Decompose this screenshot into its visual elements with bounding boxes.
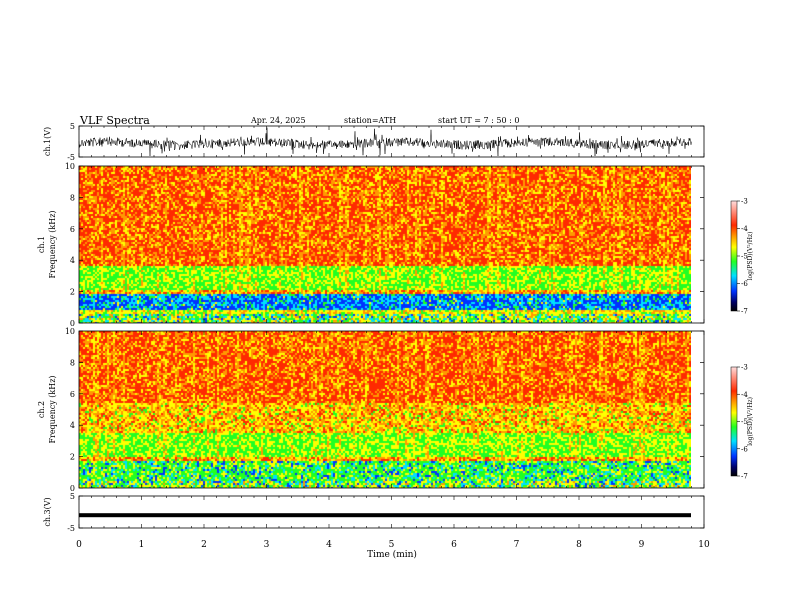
ch1-spectrogram-image <box>79 166 691 323</box>
x-tick-label: 7 <box>514 540 520 550</box>
ch2-spectrogram-ytick-label: 6 <box>70 390 75 399</box>
ch2-colorbar-tick-label: -4 <box>741 391 748 399</box>
ch2-spectrogram-ytick-label: 0 <box>70 484 75 493</box>
x-tick-label: 3 <box>264 540 270 550</box>
ch2-spectrogram-ytick-label: 4 <box>70 421 75 430</box>
ch1-spectrogram-ytick-label: 6 <box>70 225 75 234</box>
ch1-spectrogram-ytick-label: 2 <box>70 288 75 297</box>
ch1-spectrogram-panel: 0 2 4 6 8 10 ch.1 Frequency (kHz) <box>37 162 705 328</box>
ch2-spectrogram-empty-margin <box>691 331 704 488</box>
ch2-spectrogram-ylabel-channel: ch.2 <box>37 401 46 418</box>
ch1-colorbar-tick-label: -6 <box>741 280 748 288</box>
ch2-spectrogram-panel: 0 2 4 6 8 10 ch.2 Frequency (kHz) <box>37 327 705 493</box>
x-tick-label: 4 <box>326 540 332 550</box>
ch2-colorbar-tick-label: -5 <box>741 418 748 426</box>
ch1-colorbar-label: log(PSD)(V²/Hz) <box>747 232 754 281</box>
ch2-spectrogram-ytick-label: 8 <box>70 358 75 367</box>
ch2-spectrogram-ylabel-frequency: Frequency (kHz) <box>48 375 57 443</box>
x-tick-label: 10 <box>698 540 710 550</box>
ch1-colorbar-tick-label: -5 <box>741 253 748 261</box>
ch2-spectrogram-ytick-label: 2 <box>70 453 75 462</box>
ch1-colorbar: -3 -4 -5 -6 -7 log(PSD)(V²/Hz) <box>730 198 754 316</box>
date-label: Apr. 24, 2025 <box>250 116 306 125</box>
ch1-waveform-panel: 5 -5 ch.1(V) <box>43 122 705 162</box>
ch3-waveform-ytick-label: -5 <box>67 524 75 533</box>
ch1-spectrogram-ytick-label: 8 <box>70 193 75 202</box>
ch1-spectrogram-ytick-label: 4 <box>70 256 75 265</box>
x-tick-label: 0 <box>76 540 82 550</box>
ch1-colorbar-bar <box>730 200 738 312</box>
x-tick-label: 8 <box>576 540 582 550</box>
ch2-colorbar-tick-label: -7 <box>741 473 748 481</box>
ch1-colorbar-tick-label: -3 <box>741 198 748 206</box>
ch3-waveform-frame <box>78 495 705 529</box>
ch1-waveform-ytick-label: -5 <box>67 153 75 162</box>
ch3-waveform-ytick-label: 5 <box>70 492 75 501</box>
ch1-waveform-ytick-label: 5 <box>70 122 75 131</box>
ch2-colorbar: -3 -4 -5 -6 -7 log(PSD)(V²/Hz) <box>730 364 754 481</box>
ch1-waveform-ylabel: ch.1(V) <box>43 127 52 156</box>
ch1-spectrogram-ytick-label: 10 <box>65 162 75 171</box>
station-label: station=ATH <box>344 116 396 125</box>
ch2-colorbar-tick-label: -3 <box>741 364 748 372</box>
figure-title: VLF Spectra <box>79 114 150 127</box>
ch3-waveform-ylabel: ch.3(V) <box>43 497 52 526</box>
ch1-colorbar-tick-label: -7 <box>741 308 748 316</box>
ch1-spectrogram-ylabel-channel: ch.1 <box>37 236 46 253</box>
time-axis: 0 1 2 3 4 5 6 7 8 9 10 <box>76 540 710 550</box>
x-tick-label: 5 <box>389 540 395 550</box>
start-time-label: start UT = 7 : 50 : 0 <box>438 116 519 125</box>
x-tick-label: 9 <box>639 540 645 550</box>
x-tick-label: 6 <box>451 540 457 550</box>
x-tick-label: 2 <box>201 540 207 550</box>
x-axis-label: Time (min) <box>367 549 417 560</box>
ch1-spectrogram-ytick-label: 0 <box>70 319 75 328</box>
ch2-colorbar-bar <box>730 366 738 477</box>
ch2-colorbar-label: log(PSD)(V²/Hz) <box>747 397 754 446</box>
ch2-spectrogram-image <box>79 331 691 488</box>
ch1-spectrogram-ylabel-frequency: Frequency (kHz) <box>48 210 57 278</box>
ch2-colorbar-tick-label: -6 <box>741 445 748 453</box>
ch3-waveform-panel: 5 -5 ch.3(V) <box>43 492 705 533</box>
ch1-colorbar-tick-label: -4 <box>741 225 748 233</box>
ch1-spectrogram-empty-margin <box>691 166 704 323</box>
x-tick-label: 1 <box>139 540 145 550</box>
ch2-spectrogram-ytick-label: 10 <box>65 327 75 336</box>
ch3-waveform-line <box>79 513 691 518</box>
ch1-waveform-line <box>78 127 692 157</box>
